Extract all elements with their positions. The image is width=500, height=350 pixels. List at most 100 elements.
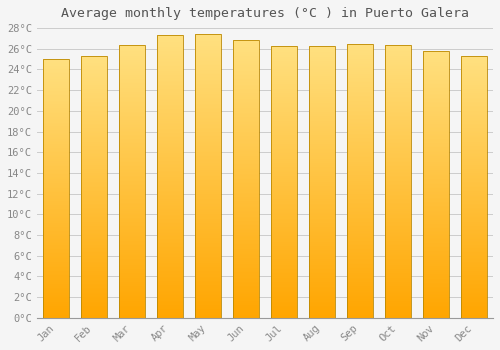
Bar bbox=[118, 94, 145, 95]
Bar bbox=[422, 278, 450, 279]
Bar bbox=[232, 89, 259, 90]
Bar bbox=[346, 101, 374, 103]
Bar bbox=[232, 83, 259, 85]
Bar bbox=[384, 114, 411, 116]
Bar bbox=[308, 131, 336, 133]
Bar bbox=[422, 267, 450, 268]
Bar bbox=[270, 176, 297, 178]
Bar bbox=[156, 96, 183, 97]
Bar bbox=[460, 98, 487, 99]
Bar bbox=[232, 222, 259, 224]
Bar bbox=[270, 115, 297, 117]
Bar bbox=[308, 261, 336, 262]
Bar bbox=[156, 226, 183, 228]
Bar bbox=[232, 161, 259, 162]
Bar bbox=[80, 264, 107, 266]
Bar bbox=[422, 104, 450, 106]
Bar bbox=[42, 95, 69, 97]
Bar bbox=[118, 207, 145, 209]
Bar bbox=[232, 233, 259, 235]
Bar bbox=[156, 213, 183, 215]
Bar bbox=[270, 191, 297, 193]
Bar bbox=[156, 41, 183, 42]
Bar bbox=[422, 188, 450, 190]
Bar bbox=[118, 144, 145, 146]
Bar bbox=[80, 192, 107, 194]
Bar bbox=[460, 273, 487, 275]
Bar bbox=[422, 107, 450, 108]
Bar bbox=[422, 200, 450, 202]
Bar bbox=[194, 128, 221, 129]
Bar bbox=[384, 290, 411, 292]
Bar bbox=[460, 167, 487, 169]
Bar bbox=[422, 59, 450, 60]
Bar bbox=[308, 91, 336, 92]
Bar bbox=[384, 307, 411, 308]
Bar bbox=[346, 148, 374, 149]
Bar bbox=[80, 277, 107, 279]
Bar bbox=[156, 307, 183, 308]
Bar bbox=[232, 229, 259, 231]
Bar bbox=[270, 131, 297, 133]
Bar bbox=[346, 105, 374, 107]
Bar bbox=[384, 166, 411, 168]
Bar bbox=[460, 205, 487, 206]
Bar bbox=[232, 215, 259, 217]
Bar bbox=[346, 72, 374, 74]
Bar bbox=[194, 63, 221, 64]
Bar bbox=[118, 303, 145, 304]
Bar bbox=[270, 233, 297, 235]
Bar bbox=[346, 281, 374, 282]
Bar bbox=[232, 228, 259, 229]
Bar bbox=[308, 228, 336, 229]
Bar bbox=[118, 68, 145, 69]
Bar bbox=[346, 171, 374, 173]
Bar bbox=[232, 132, 259, 133]
Bar bbox=[270, 195, 297, 197]
Bar bbox=[384, 225, 411, 226]
Bar bbox=[308, 191, 336, 193]
Bar bbox=[346, 229, 374, 230]
Bar bbox=[460, 146, 487, 148]
Bar bbox=[194, 50, 221, 51]
Bar bbox=[346, 211, 374, 212]
Bar bbox=[118, 313, 145, 314]
Bar bbox=[156, 210, 183, 212]
Bar bbox=[384, 293, 411, 295]
Bar bbox=[194, 90, 221, 91]
Bar bbox=[118, 240, 145, 241]
Bar bbox=[194, 302, 221, 304]
Bar bbox=[422, 294, 450, 295]
Bar bbox=[384, 129, 411, 131]
Bar bbox=[308, 144, 336, 145]
Bar bbox=[460, 158, 487, 160]
Bar bbox=[422, 207, 450, 208]
Bar bbox=[232, 212, 259, 214]
Bar bbox=[384, 257, 411, 258]
Bar bbox=[308, 108, 336, 110]
Bar bbox=[346, 246, 374, 248]
Bar bbox=[346, 142, 374, 144]
Bar bbox=[308, 201, 336, 202]
Bar bbox=[194, 101, 221, 102]
Bar bbox=[156, 154, 183, 155]
Bar bbox=[384, 200, 411, 202]
Bar bbox=[422, 231, 450, 232]
Bar bbox=[460, 150, 487, 152]
Bar bbox=[270, 47, 297, 48]
Bar bbox=[422, 135, 450, 136]
Bar bbox=[118, 138, 145, 139]
Bar bbox=[118, 186, 145, 187]
Bar bbox=[194, 105, 221, 107]
Bar bbox=[460, 239, 487, 240]
Bar bbox=[346, 107, 374, 108]
Bar bbox=[118, 177, 145, 178]
Bar bbox=[270, 197, 297, 198]
Bar bbox=[194, 48, 221, 50]
Bar bbox=[194, 70, 221, 71]
Bar bbox=[460, 64, 487, 65]
Bar bbox=[308, 251, 336, 253]
Bar bbox=[422, 84, 450, 85]
Bar bbox=[384, 127, 411, 128]
Bar bbox=[460, 121, 487, 123]
